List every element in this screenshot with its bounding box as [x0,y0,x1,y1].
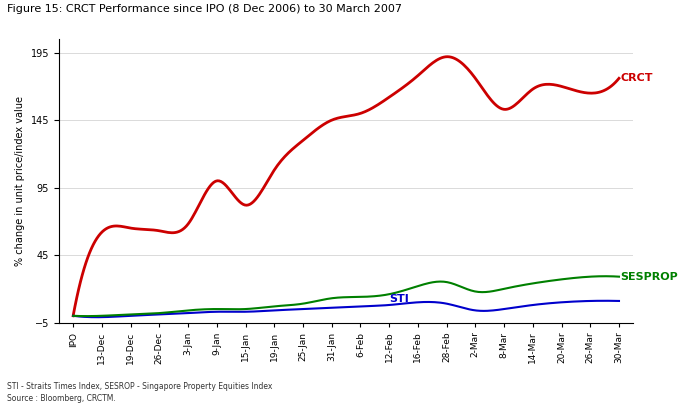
Text: STI - Straits Times Index, SESROP - Singapore Property Equities Index: STI - Straits Times Index, SESROP - Sing… [7,382,272,391]
Text: SESPROP: SESPROP [100,121,145,131]
Text: +  11.4%: + 11.4% [208,91,257,101]
Text: Source : Bloomberg, CRCTM.: Source : Bloomberg, CRCTM. [7,394,116,403]
Text: + 176.1%: + 176.1% [208,60,260,71]
Text: Figure 15: CRCT Performance since IPO (8 Dec 2006) to 30 March 2007: Figure 15: CRCT Performance since IPO (8… [7,4,402,14]
Text: STI: STI [100,91,115,101]
Text: + 29.3%: + 29.3% [208,121,253,131]
Text: IPO to 30 Mar 07: IPO to 30 Mar 07 [100,34,198,44]
Text: CRCT: CRCT [620,73,653,83]
Y-axis label: % change in unit price/index value: % change in unit price/index value [15,96,25,266]
Text: STI: STI [389,294,409,304]
Text: SESPROP: SESPROP [620,272,678,282]
Text: CRCT: CRCT [100,60,126,71]
